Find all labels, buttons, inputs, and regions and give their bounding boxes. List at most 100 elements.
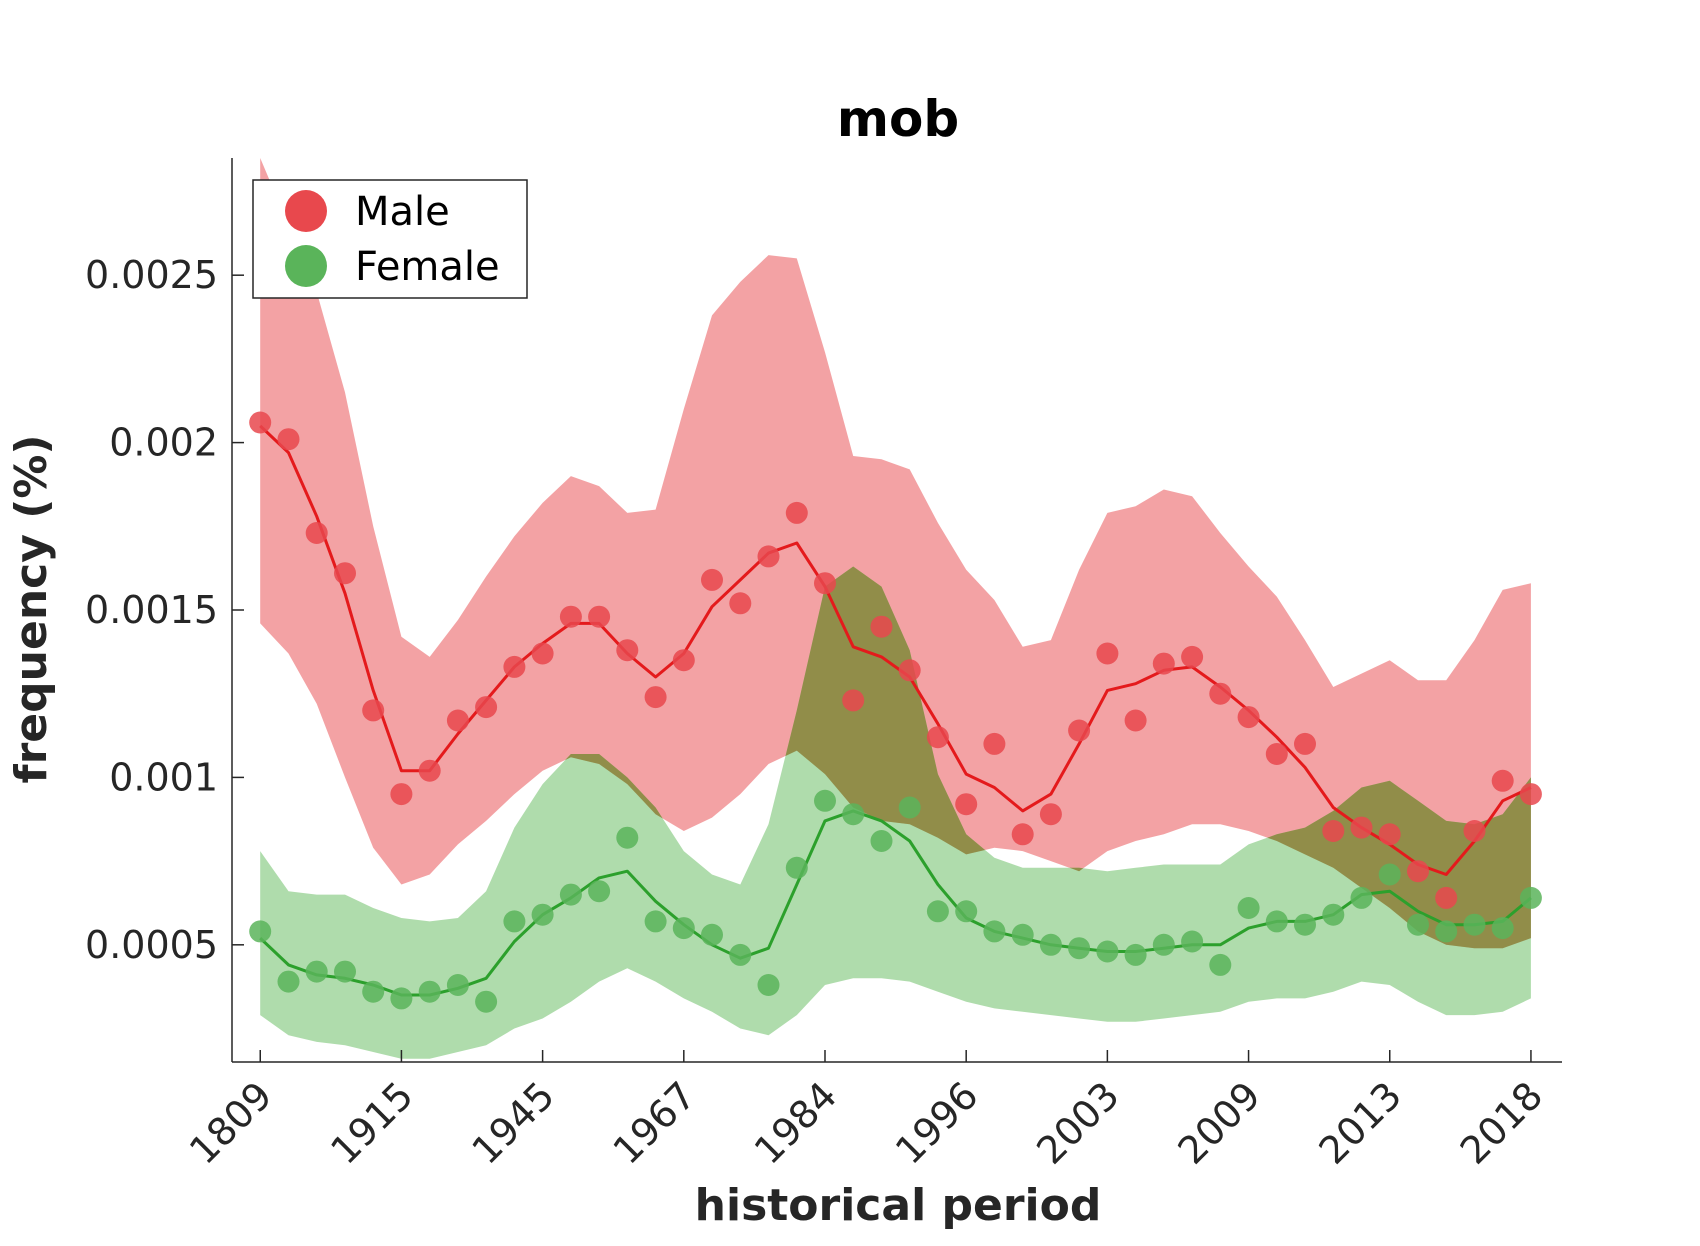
male-data-point <box>1181 645 1204 668</box>
male-data-point <box>475 696 498 719</box>
male-data-point <box>1491 769 1514 792</box>
male-data-point <box>644 686 667 709</box>
male-data-point <box>814 572 836 595</box>
female-data-point <box>955 900 978 923</box>
x-tick-label: 1967 <box>605 1073 705 1173</box>
female-data-point <box>503 910 526 933</box>
y-tick-label: 0.001 <box>109 755 218 799</box>
female-data-point <box>1039 933 1062 956</box>
male-data-point <box>1294 732 1316 755</box>
female-data-point <box>1209 953 1232 976</box>
female-trend-line <box>259 809 1532 997</box>
y-tick-label: 0.002 <box>109 421 218 465</box>
female-data-point <box>1435 920 1458 943</box>
female-data-point <box>926 900 949 923</box>
female-data-point <box>1068 937 1091 960</box>
male-data-point <box>729 592 752 615</box>
legend-male-label: Male <box>355 189 450 235</box>
female-data-point <box>475 990 498 1013</box>
male-data-point <box>1209 682 1232 705</box>
female-data-point <box>1096 940 1119 963</box>
male-data-point <box>1237 706 1260 729</box>
x-tick-label: 2009 <box>1169 1073 1269 1173</box>
male-data-point <box>277 428 300 451</box>
male-trend-line <box>259 424 1532 876</box>
y-tick-label: 0.0025 <box>85 253 218 297</box>
female-data-point <box>729 943 752 966</box>
female-data-point <box>1350 886 1373 909</box>
male-data-point <box>1407 860 1429 883</box>
male-data-point <box>390 783 413 806</box>
female-data-point <box>1463 913 1486 936</box>
female-data-point <box>1407 913 1429 936</box>
female-data-point <box>362 980 385 1003</box>
female-data-point <box>1294 913 1316 936</box>
band-overlap-region <box>1069 867 1084 872</box>
male-data-point <box>531 642 554 665</box>
male-data-point <box>785 501 808 524</box>
female-data-point <box>1152 933 1175 956</box>
male-data-point <box>305 522 328 544</box>
female-data-point <box>1519 886 1542 909</box>
female-data-point <box>672 917 695 940</box>
x-tick-label: 2003 <box>1028 1073 1128 1173</box>
female-data-point <box>334 960 356 983</box>
female-data-point <box>1491 917 1514 940</box>
female-data-point <box>1265 910 1288 933</box>
male-data-point <box>559 605 582 628</box>
male-data-point <box>672 649 695 672</box>
female-data-point <box>559 883 582 906</box>
male-data-point <box>362 699 385 722</box>
male-confidence-band <box>260 158 1531 949</box>
male-data-point <box>1350 816 1373 839</box>
female-data-point <box>588 880 611 903</box>
female-data-point <box>249 920 272 943</box>
y-ticks: 0.0005 0.001 0.0015 0.002 0.0025 <box>85 253 244 967</box>
female-data-point <box>898 796 921 819</box>
x-tick-label: 2013 <box>1311 1073 1411 1173</box>
data-points <box>249 411 1542 1013</box>
male-data-point <box>1039 803 1062 826</box>
female-data-point <box>1011 923 1034 946</box>
male-data-point <box>757 545 780 568</box>
smoothed-lines <box>259 424 1532 997</box>
male-data-point <box>1011 823 1034 846</box>
y-tick-label: 0.0015 <box>85 588 218 632</box>
x-tick-label: 1996 <box>887 1073 987 1173</box>
female-data-point <box>1322 903 1345 926</box>
male-data-point <box>418 759 441 782</box>
x-axis-label: historical period <box>695 1180 1102 1231</box>
male-data-point <box>898 659 921 682</box>
band-overlap-region <box>565 754 663 819</box>
female-data-point <box>1378 863 1401 886</box>
male-data-point <box>446 709 469 732</box>
male-data-point <box>842 689 865 712</box>
male-data-point <box>1265 743 1288 765</box>
x-tick-label: 2018 <box>1452 1073 1552 1173</box>
x-tick-label: 1984 <box>746 1073 846 1173</box>
y-axis-label: frequency (%) <box>6 434 57 783</box>
legend-female-label: Female <box>355 244 500 290</box>
male-data-point <box>955 793 978 816</box>
female-data-point <box>701 923 723 946</box>
male-data-point <box>1322 820 1345 842</box>
male-data-point <box>1463 820 1486 842</box>
female-data-point <box>390 987 413 1010</box>
female-data-point <box>842 803 865 826</box>
female-data-point <box>305 960 328 983</box>
female-data-point <box>870 830 893 852</box>
x-tick-label: 1915 <box>322 1073 422 1173</box>
male-data-point <box>249 411 272 434</box>
female-data-point <box>616 826 639 849</box>
female-data-point <box>983 920 1006 943</box>
male-data-point <box>1152 652 1175 675</box>
male-data-point <box>334 562 356 585</box>
female-data-point <box>1237 897 1260 919</box>
band-overlap-region <box>785 566 985 855</box>
legend-male-marker <box>285 190 327 232</box>
x-tick-label: 1809 <box>181 1073 281 1173</box>
female-data-point <box>531 903 554 926</box>
male-data-point <box>1378 823 1401 846</box>
female-data-point <box>1124 943 1147 966</box>
